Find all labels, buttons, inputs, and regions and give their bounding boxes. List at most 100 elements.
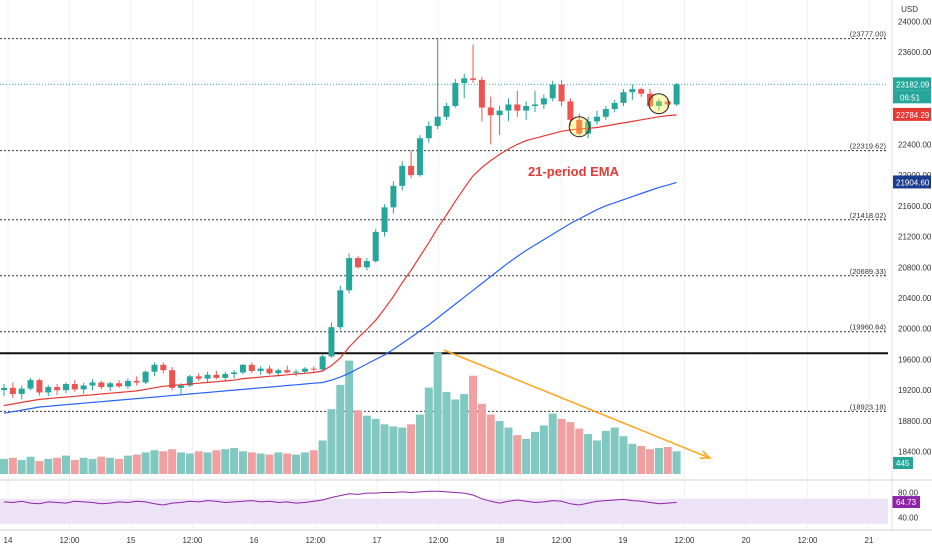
volume-bar <box>256 453 265 474</box>
candle-up <box>602 109 609 117</box>
volume-bar <box>584 434 593 474</box>
volume-bar <box>433 352 442 474</box>
candle-down <box>54 387 61 391</box>
candle-up <box>505 104 512 111</box>
volume-bar <box>442 391 451 474</box>
price-level-label: (18923.18) <box>850 402 887 411</box>
volume-bar <box>247 452 256 474</box>
volume-bar <box>362 415 371 474</box>
candle-up <box>390 185 397 208</box>
time-tick-label: 17 <box>373 536 382 545</box>
volume-current-value: 445 <box>896 459 910 468</box>
volume-bar <box>336 384 345 474</box>
time-axis[interactable]: 14 12:00 15 12:00 16 12:00 17 12:00 18 12:00 19 12:… <box>0 529 932 545</box>
candle-up <box>257 368 264 371</box>
volume-bar <box>123 455 132 474</box>
volume-bar <box>265 454 274 474</box>
volume-current-badge <box>893 457 913 469</box>
volume-bar <box>327 409 336 474</box>
candle-up <box>611 102 618 110</box>
price-tick-label: 19600.00 <box>898 355 932 364</box>
candle-up <box>293 371 300 373</box>
price-tick-label: 23600.00 <box>898 48 932 57</box>
volume-bar <box>53 457 62 474</box>
time-tick-label: 20 <box>742 536 751 545</box>
candle-down <box>638 89 645 94</box>
price-tick-label: 18400.00 <box>898 448 932 457</box>
rsi-line <box>3 490 677 506</box>
volume-bar <box>17 459 26 474</box>
horizontal-levels: (23777.00) (22319.62) (21418.02) (20689.33)… <box>0 30 888 412</box>
candle-down <box>567 101 574 120</box>
candle-down <box>133 380 140 383</box>
volume-bar <box>70 459 79 474</box>
candle-up <box>585 121 592 134</box>
candle-up <box>399 165 406 186</box>
candle-down <box>195 376 202 379</box>
volume-bar <box>88 458 97 474</box>
price-level-label: (19960.64) <box>850 323 887 332</box>
candle-up <box>89 382 96 386</box>
volume-bar <box>522 438 531 474</box>
volume-bar <box>177 452 185 474</box>
volume-bar <box>185 453 194 474</box>
volume-bar <box>203 452 212 474</box>
volume-bar <box>221 449 230 474</box>
volume-bar <box>548 413 557 474</box>
candle-down <box>664 101 671 105</box>
time-tick-label: 12:00 <box>674 536 695 545</box>
volume-bar <box>238 451 247 474</box>
ema21-line <box>3 114 677 407</box>
price-tick-label: 19200.00 <box>898 386 932 395</box>
candle-up <box>496 110 503 116</box>
volume-bar <box>592 440 601 474</box>
time-tick-label: 16 <box>250 536 259 545</box>
volume-bar <box>531 431 539 474</box>
time-tick-label: 21 <box>865 536 874 545</box>
candle-up <box>80 385 87 390</box>
volume-bar <box>654 448 663 474</box>
price-axis[interactable]: 24000.0023600.0023200.0022800.0022400.00… <box>891 0 932 530</box>
candle-down <box>71 384 78 390</box>
candle-up <box>381 207 388 232</box>
volume-bar <box>300 452 309 474</box>
price-level-label: (21418.02) <box>850 211 887 220</box>
candle-up <box>629 89 636 93</box>
candle-up <box>416 138 423 176</box>
volume-bar <box>35 461 44 474</box>
volume-bar <box>619 436 628 474</box>
candle-down <box>213 374 220 378</box>
volume-trend-arrow <box>443 349 711 459</box>
candle-down <box>478 79 485 108</box>
candle-down <box>160 364 167 371</box>
price-tick-label: 24000.00 <box>898 18 932 27</box>
candle-up <box>372 231 379 262</box>
volume-bar <box>557 418 566 474</box>
candle-up <box>673 84 680 105</box>
volume-trend-arrowhead <box>699 450 712 459</box>
volume-bar <box>646 449 655 474</box>
volume-bar <box>575 428 584 474</box>
candle-up <box>124 380 131 387</box>
time-tick-label: 15 <box>127 536 136 545</box>
volume-bar <box>230 448 239 474</box>
time-tick-label: 12:00 <box>551 536 572 545</box>
countdown-badge <box>893 90 931 104</box>
volume-bar <box>345 360 354 474</box>
volume-bar <box>106 457 115 474</box>
candle-up <box>239 364 246 373</box>
price-tick-label: 21600.00 <box>898 202 932 211</box>
ema-annotation: 21-period EMA <box>528 164 620 179</box>
last-price-badge <box>893 77 931 91</box>
volume-bar <box>451 399 460 474</box>
volume-bar <box>566 422 575 474</box>
candle-down <box>98 382 105 388</box>
volume-bar <box>159 451 168 474</box>
volume-bar <box>672 451 681 474</box>
volume-bar <box>354 410 362 474</box>
volume-bar <box>318 440 327 474</box>
volume-bars <box>0 352 681 474</box>
ema-slow-line <box>3 181 677 414</box>
rsi-pane: 80.00 40.00 64.73 <box>0 479 932 524</box>
